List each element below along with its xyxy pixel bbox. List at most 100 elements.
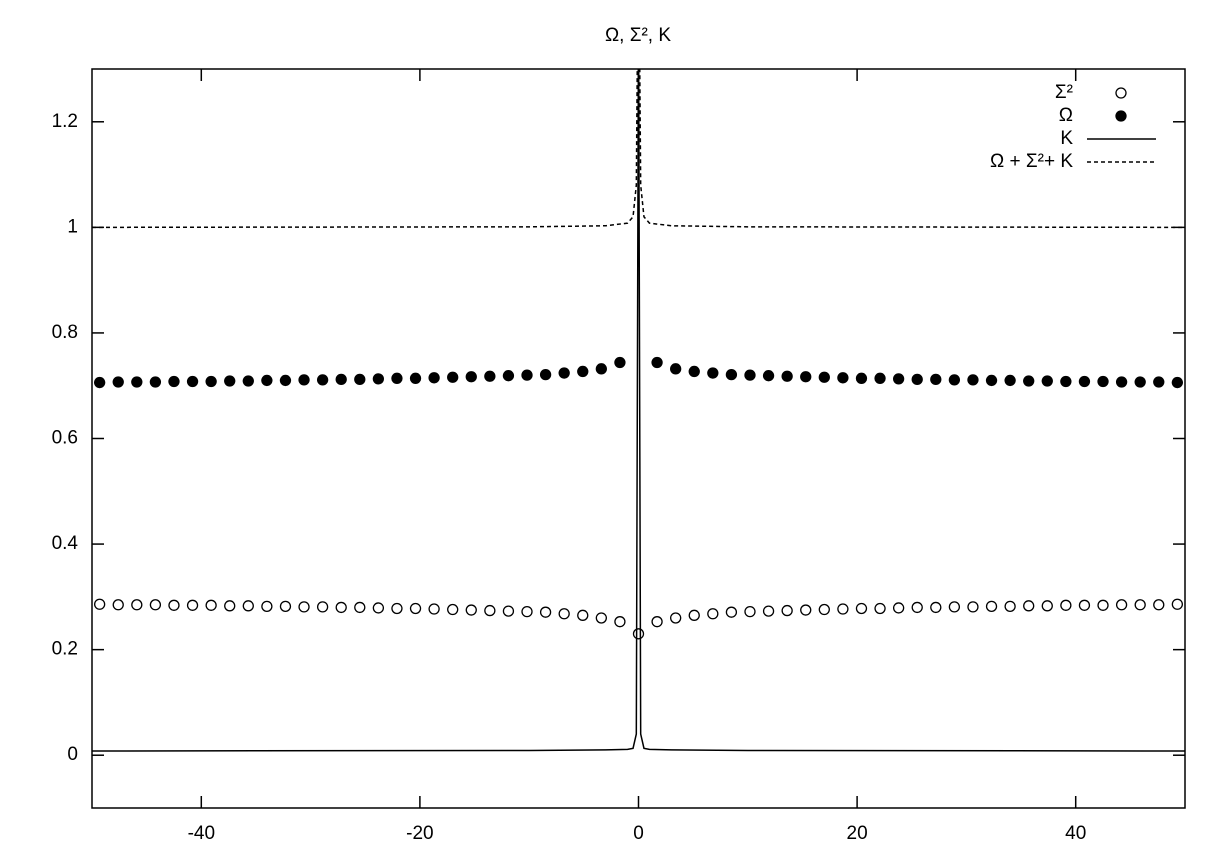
data-point <box>614 356 626 369</box>
data-point <box>855 602 868 615</box>
data-point <box>354 601 366 614</box>
data-point <box>930 601 942 614</box>
y-tick-label: 1.2 <box>52 111 78 132</box>
data-point <box>892 373 905 385</box>
y-tick-label: 0.2 <box>52 639 78 660</box>
data-point <box>372 602 385 614</box>
data-point <box>985 600 998 613</box>
data-point <box>762 605 775 617</box>
data-point <box>1115 376 1128 388</box>
data-point <box>149 376 162 388</box>
data-point <box>614 616 626 628</box>
data-point <box>465 371 477 383</box>
data-point <box>242 600 254 612</box>
data-point <box>94 598 106 610</box>
data-point <box>781 604 793 617</box>
data-point <box>670 612 682 624</box>
data-point <box>911 373 923 386</box>
data-point <box>1004 600 1016 613</box>
chart-title: Ω, Σ², K <box>605 25 671 46</box>
data-point <box>1097 599 1109 611</box>
data-point <box>595 363 607 375</box>
data-point <box>279 374 292 387</box>
data-point <box>521 369 533 381</box>
data-point <box>279 600 292 613</box>
data-point <box>1078 599 1091 611</box>
data-point <box>447 603 459 616</box>
legend-label: Ω + Σ²+ K <box>990 151 1073 172</box>
data-point <box>186 599 199 611</box>
legend-label: K <box>1060 128 1073 149</box>
data-point <box>149 599 162 611</box>
y-tick-label: 0.4 <box>52 533 79 554</box>
data-point <box>372 373 385 385</box>
data-point <box>112 599 124 611</box>
data-point <box>131 599 143 611</box>
data-point <box>632 628 645 640</box>
data-point <box>1097 375 1109 388</box>
data-point <box>447 371 459 383</box>
data-point <box>354 373 366 386</box>
data-point <box>335 601 347 614</box>
data-point <box>744 369 756 381</box>
x-tick-label: 20 <box>847 823 868 844</box>
data-point <box>261 374 273 387</box>
data-point <box>168 375 180 388</box>
data-point <box>1171 376 1183 389</box>
legend-label: Ω <box>1059 105 1073 126</box>
data-point <box>1171 598 1183 610</box>
data-point <box>409 602 422 615</box>
data-point <box>707 608 719 620</box>
data-point <box>409 372 422 384</box>
data-point <box>837 603 849 615</box>
data-point <box>465 604 477 616</box>
data-point <box>911 601 923 614</box>
data-point <box>1060 599 1072 611</box>
data-point <box>558 608 570 620</box>
plot-area <box>92 69 1185 752</box>
data-point <box>94 376 106 389</box>
data-point <box>1041 375 1053 387</box>
data-point <box>725 368 738 381</box>
data-point <box>186 375 199 388</box>
x-tick-label: 0 <box>633 823 644 844</box>
data-point <box>818 603 830 616</box>
data-point <box>595 612 607 624</box>
data-point <box>837 372 849 384</box>
y-tick-label: 1 <box>67 216 78 237</box>
data-point <box>242 375 254 387</box>
data-point <box>1004 374 1016 387</box>
data-point <box>892 602 905 614</box>
data-point <box>948 374 961 386</box>
data-point <box>316 374 329 386</box>
data-point <box>670 363 682 375</box>
data-point <box>967 601 979 613</box>
x-tick-label: 40 <box>1065 823 1086 844</box>
data-point <box>800 604 812 616</box>
data-point <box>967 374 979 386</box>
data-point <box>707 367 719 379</box>
data-point <box>168 599 180 611</box>
data-point <box>762 370 775 382</box>
data-point <box>1023 600 1035 612</box>
y-tick-label: 0.8 <box>52 322 78 343</box>
data-point <box>874 602 886 615</box>
x-tick-label: -40 <box>188 823 215 844</box>
data-point <box>484 604 496 617</box>
data-point <box>428 603 440 615</box>
data-point <box>131 376 143 388</box>
data-point <box>1134 376 1146 388</box>
data-point <box>874 372 886 384</box>
data-point <box>205 599 217 611</box>
x-tick-label: -20 <box>406 823 433 844</box>
data-point <box>948 601 961 613</box>
data-point <box>1153 599 1165 611</box>
data-point <box>818 371 830 383</box>
data-line <box>92 69 1185 229</box>
legend-marker <box>1115 87 1127 99</box>
data-point <box>1115 599 1128 611</box>
data-point <box>1060 375 1072 388</box>
y-tick-label: 0 <box>67 744 78 765</box>
data-point <box>539 606 552 618</box>
